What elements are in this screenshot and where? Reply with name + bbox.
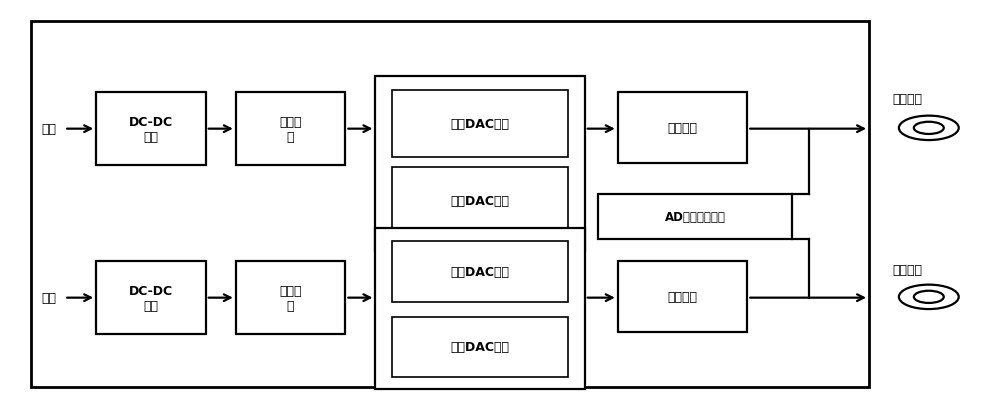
Bar [392, 91, 568, 158]
Text: 粗调DAC变换: 粗调DAC变换 [451, 265, 510, 279]
Bar [392, 168, 568, 235]
Bar [375, 229, 585, 389]
Bar [392, 317, 568, 377]
Text: 滤波电
路: 滤波电 路 [279, 284, 302, 312]
Text: 精调DAC变换: 精调DAC变换 [451, 195, 510, 208]
Text: 供电电压: 供电电压 [892, 92, 922, 106]
Bar [96, 93, 206, 166]
Text: 驱动滤波: 驱动滤波 [667, 290, 697, 303]
Text: DC-DC
变换: DC-DC 变换 [129, 284, 173, 312]
Bar [618, 93, 747, 164]
Bar [236, 93, 345, 166]
Bar [96, 261, 206, 335]
Bar [598, 194, 792, 239]
Text: AD电压采集模块: AD电压采集模块 [665, 210, 725, 223]
Bar [236, 261, 345, 335]
Bar [375, 76, 585, 251]
Text: 电源: 电源 [42, 292, 57, 304]
Text: 精调DAC变换: 精调DAC变换 [451, 341, 510, 353]
Text: 粗调DAC变换: 粗调DAC变换 [451, 118, 510, 131]
Text: 驱动滤波: 驱动滤波 [667, 122, 697, 135]
Bar [392, 242, 568, 302]
Text: DC-DC
变换: DC-DC 变换 [129, 115, 173, 143]
Text: 滤波电
路: 滤波电 路 [279, 115, 302, 143]
Text: 电源: 电源 [42, 123, 57, 136]
Bar [31, 22, 869, 387]
Bar [618, 261, 747, 333]
Text: 调谐电压: 调谐电压 [892, 263, 922, 276]
